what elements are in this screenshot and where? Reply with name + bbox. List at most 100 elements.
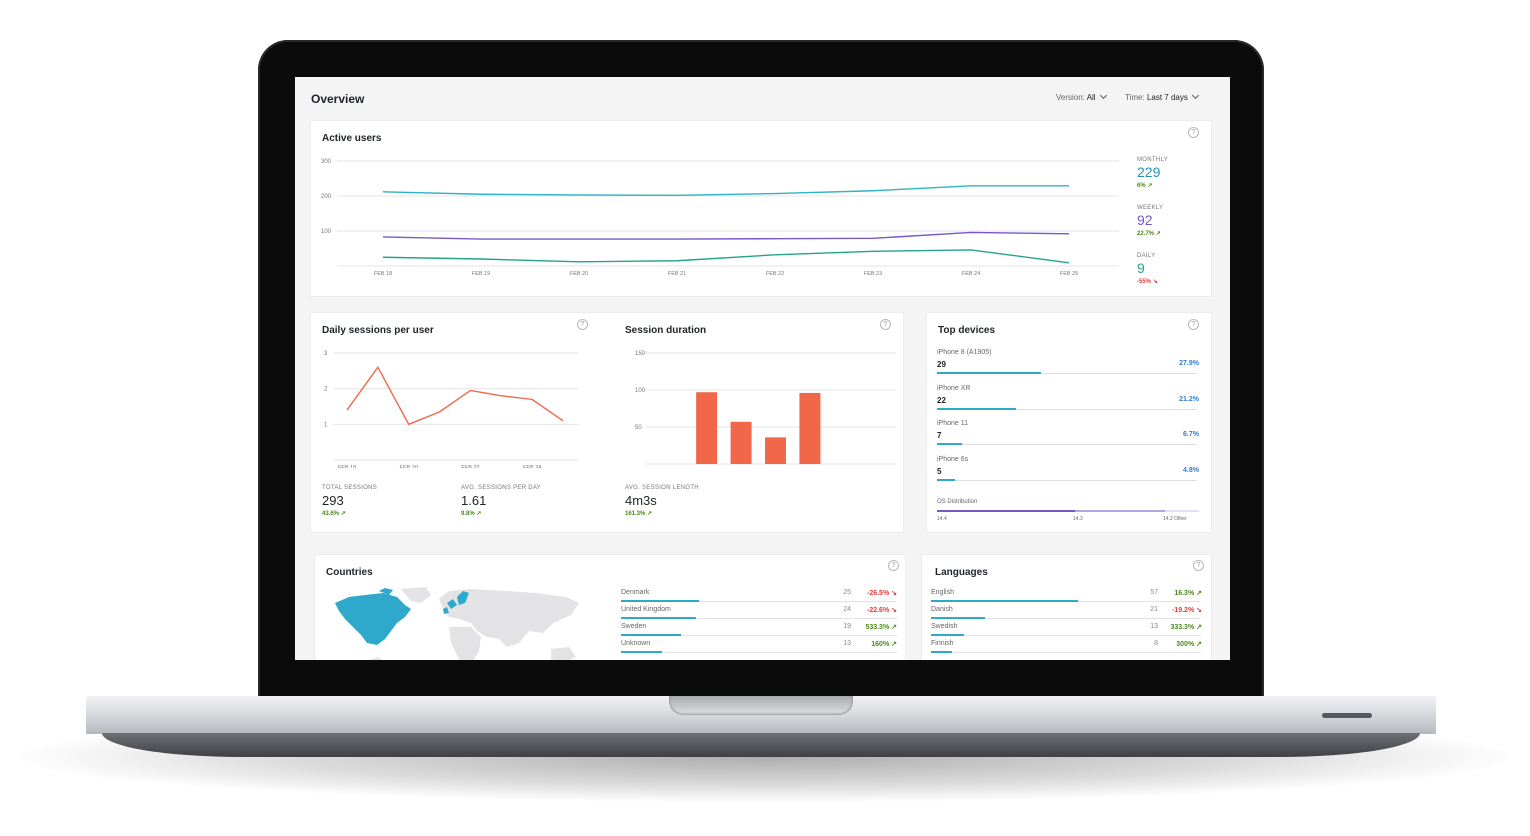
countries-card: Countries ? Denmark 25 -26.5% ↘ United King… — [315, 555, 905, 660]
trend-down-icon: ↘ — [1196, 607, 1202, 614]
list-row-count: 24 — [843, 606, 851, 613]
device-count: 5 — [937, 466, 942, 476]
list-row-name[interactable]: English — [931, 589, 954, 596]
list-row-track — [621, 601, 897, 602]
total-sessions-trend: 43.6% ↗ — [322, 511, 346, 517]
os-segment-14-4 — [937, 510, 1075, 512]
y-tick-label: 100 — [635, 388, 646, 394]
series-line-weekly — [382, 231, 1070, 240]
active-users-chart: 100 200 300 FEB 18 FEB 19 FEB 20 FEB 21 FEB 22 F… — [321, 159, 1119, 277]
device-count: 22 — [937, 395, 946, 405]
list-row-name[interactable]: United Kingdom — [621, 606, 671, 613]
top-devices-title: Top devices — [938, 325, 996, 336]
list-row-name[interactable]: Swedish — [931, 623, 958, 630]
languages-title: Languages — [935, 567, 988, 578]
list-row-track — [931, 635, 1201, 636]
version-filter[interactable]: Version: All — [1056, 91, 1107, 102]
list-row-name[interactable]: Denmark — [621, 589, 650, 596]
stat-label-monthly: MONTHLY — [1137, 157, 1168, 163]
sessions-line — [346, 365, 564, 426]
list-row-trend: 533.3% ↗ — [865, 624, 897, 631]
stat-label-daily: DAILY — [1137, 253, 1156, 259]
sessions-title: Daily sessions per user — [322, 325, 434, 336]
list-row-track — [931, 618, 1201, 619]
sessions-card: Daily sessions per user ? 1 2 3 FEB 18 FEB 2… — [311, 313, 903, 532]
time-filter-value: Last 7 days — [1146, 93, 1188, 102]
list-row-trend: 16.3% ↗ — [1174, 590, 1202, 597]
x-tick-label: FEB 18 — [374, 271, 392, 277]
device-bar-track — [937, 444, 1197, 445]
device-share: 21.2% — [1179, 395, 1199, 403]
laptop-opening-notch — [669, 696, 853, 715]
device-name: iPhone 8 (A1905) — [937, 349, 992, 356]
list-row-trend: -26.5% ↘ — [867, 590, 897, 597]
avg-sessions-label: AVG. SESSIONS PER DAY — [461, 485, 542, 491]
device-bar — [937, 407, 1016, 410]
x-tick-label: FEB 21 — [668, 271, 686, 277]
avg-sessions-value: 1.61 — [461, 493, 487, 508]
list-row-bar — [621, 634, 681, 636]
dashboard-screen: Overview Version: All Time: Last 7 days … — [295, 77, 1230, 660]
list-row-bar — [931, 617, 985, 619]
help-icon[interactable]: ? — [1193, 560, 1204, 571]
trend-up-icon: ↗ — [1196, 590, 1202, 597]
stat-trend-monthly: 6% ↗ — [1137, 183, 1153, 189]
trend-up-icon: ↗ — [647, 511, 653, 517]
world-map — [335, 587, 579, 660]
x-tick-label: FEB 24 — [523, 465, 541, 468]
list-row-trend: 160% ↗ — [871, 641, 897, 648]
y-tick-label: 2 — [324, 387, 328, 393]
trend-down-icon: ↘ — [1152, 279, 1158, 285]
y-tick-label: 200 — [321, 194, 332, 200]
series-line-daily — [382, 249, 1070, 264]
trend-up-icon: ↗ — [1196, 624, 1202, 631]
trend-down-icon: ↘ — [891, 590, 897, 597]
stat-value-daily: 9 — [1137, 260, 1145, 276]
series-line-monthly — [382, 185, 1069, 197]
os-distribution-label: OS Distribution — [937, 499, 978, 505]
list-row-bar — [621, 651, 662, 653]
device-share: 6.7% — [1183, 431, 1199, 438]
device-name: iPhone 6s — [937, 455, 969, 463]
list-row-name[interactable]: Danish — [931, 606, 953, 613]
avg-length-value: 4m3s — [625, 493, 657, 508]
x-tick-label: FEB 23 — [864, 271, 882, 277]
device-bar — [937, 443, 962, 445]
os-distribution-bar — [937, 510, 1199, 512]
laptop-base-edge — [102, 733, 1420, 757]
help-icon[interactable]: ? — [1188, 319, 1199, 330]
y-tick-label: 150 — [635, 351, 646, 357]
list-row-name[interactable]: Sweden — [621, 623, 647, 630]
list-row-count: 13 — [843, 640, 851, 647]
page-title: Overview — [311, 92, 365, 106]
device-share: 27.9% — [1179, 360, 1199, 367]
help-icon[interactable]: ? — [888, 560, 899, 571]
help-icon[interactable]: ? — [1188, 127, 1199, 138]
trend-up-icon: ↗ — [340, 511, 346, 517]
avg-sessions-trend: 9.8% ↗ — [461, 511, 482, 517]
time-filter[interactable]: Time: Last 7 days — [1125, 91, 1199, 102]
device-bar-track — [937, 479, 1197, 481]
list-row-bar — [931, 634, 964, 636]
help-icon[interactable]: ? — [880, 319, 891, 330]
help-icon[interactable]: ? — [577, 319, 588, 330]
top-bar: Overview Version: All Time: Last 7 days — [295, 77, 1230, 119]
list-row-trend: 300% ↗ — [1176, 641, 1202, 648]
device-bar — [937, 372, 1041, 374]
device-name: iPhone XR — [937, 384, 971, 392]
list-row-name[interactable]: Unknown — [621, 640, 651, 647]
os-tick: 14.4 — [937, 516, 947, 522]
device-bar-track — [937, 408, 1197, 410]
duration-title: Session duration — [625, 325, 707, 336]
device-bar — [937, 478, 955, 481]
x-tick-label: FEB 24 — [962, 271, 980, 277]
duration-chart: 50100150Unknown0-10s10-30s30s-1min1-30mi… — [635, 351, 896, 465]
avg-length-label: AVG. SESSION LENGTH — [625, 485, 699, 491]
list-row-trend: 333.3% ↗ — [1170, 624, 1202, 631]
list-row-name[interactable]: Finnish — [931, 640, 954, 647]
top-devices-card: Top devices ? iPhone 8 (A1905) 29 27.9% iPh… — [927, 313, 1211, 532]
list-row-count: 57 — [1150, 589, 1158, 596]
list-row-count: 21 — [1150, 606, 1158, 613]
bar-10-30s — [730, 421, 752, 464]
os-tick: 14.3 — [1073, 516, 1083, 522]
